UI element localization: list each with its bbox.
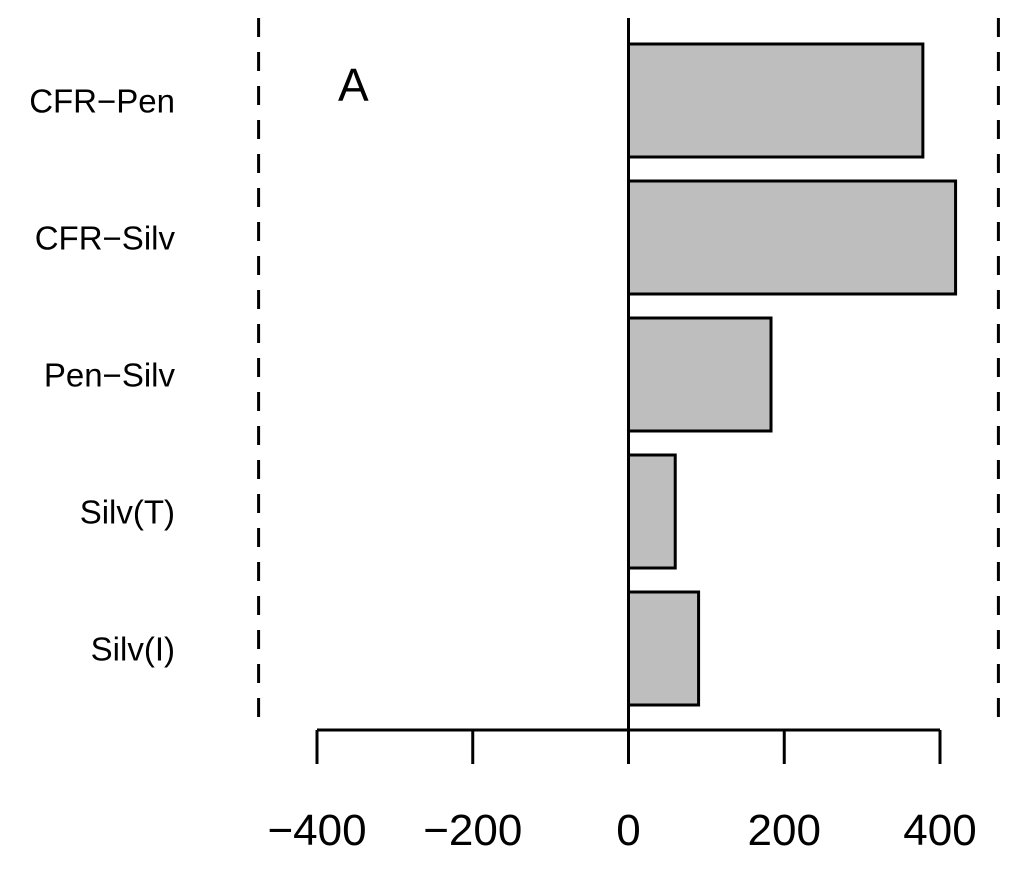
reference-lines — [257, 18, 1000, 730]
category-labels: CFR−Pen CFR−Silv Pen−Silv Silv(T) Silv(I) — [29, 83, 175, 668]
category-label-0: CFR−Pen — [29, 83, 175, 120]
x-tick-label-0: −400 — [267, 806, 366, 855]
category-label-1: CFR−Silv — [35, 220, 176, 257]
bars — [627, 42, 958, 707]
x-tick-label-2: 0 — [616, 806, 640, 855]
category-label-3: Silv(T) — [80, 494, 175, 531]
category-label-4: Silv(I) — [91, 631, 175, 668]
x-tick-label-4: 400 — [903, 806, 976, 855]
bar-2 — [627, 316, 773, 433]
x-tick-label-3: 200 — [748, 806, 821, 855]
bar-0 — [627, 42, 925, 159]
category-label-2: Pen−Silv — [44, 357, 176, 394]
x-tick-label-1: −200 — [423, 806, 522, 855]
x-axis: −400 −200 0 200 400 — [267, 728, 977, 855]
bar-4 — [627, 590, 701, 707]
bar-3 — [627, 453, 677, 570]
panel-label: A — [338, 59, 369, 111]
bar-1 — [627, 179, 958, 296]
